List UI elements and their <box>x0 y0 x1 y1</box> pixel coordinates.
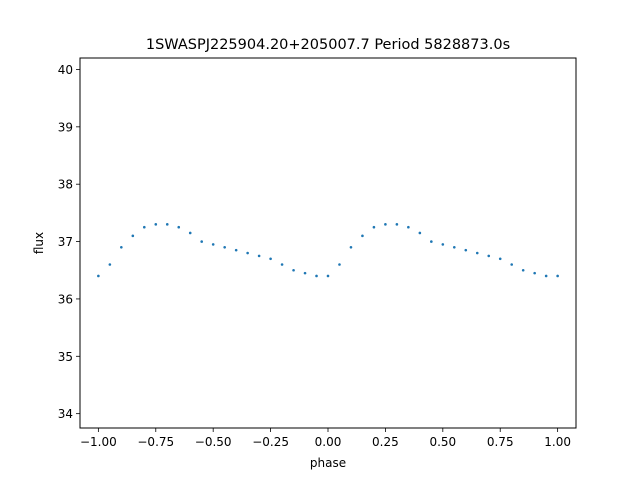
x-tick-label: 0.00 <box>315 435 342 449</box>
data-point <box>533 271 536 275</box>
data-point <box>303 271 307 275</box>
data-point <box>257 254 261 258</box>
data-point <box>430 240 433 243</box>
y-tick-label: 38 <box>58 178 73 192</box>
data-point <box>544 274 548 278</box>
data-point <box>464 248 468 252</box>
x-tick-label: 0.75 <box>487 435 514 449</box>
data-point <box>131 234 135 238</box>
x-tick-label: 1.00 <box>544 435 571 449</box>
data-point <box>97 274 100 278</box>
data-point <box>154 223 158 226</box>
data-points <box>97 223 559 278</box>
data-point <box>556 274 559 278</box>
data-point <box>177 225 181 229</box>
y-tick-label: 39 <box>58 120 73 134</box>
data-point <box>475 251 479 255</box>
data-point <box>211 243 215 246</box>
data-point <box>246 251 249 255</box>
data-point <box>395 223 399 226</box>
x-tick-label: 0.25 <box>372 435 399 449</box>
chart-title: 1SWASPJ225904.20+205007.7 Period 5828873… <box>146 37 510 53</box>
y-tick-label: 34 <box>58 407 73 421</box>
data-point <box>349 246 353 249</box>
data-point <box>315 274 318 278</box>
data-point <box>234 248 238 252</box>
data-point <box>338 263 341 266</box>
data-point <box>452 246 456 249</box>
y-tick-label: 36 <box>58 292 73 306</box>
data-point <box>510 263 514 266</box>
data-point <box>200 240 204 243</box>
y-axis-label: flux <box>32 232 46 254</box>
data-point <box>372 225 376 229</box>
x-tick-label: 0.50 <box>429 435 456 449</box>
data-point <box>120 246 123 249</box>
data-point <box>269 257 272 261</box>
y-tick-label: 40 <box>58 63 73 77</box>
data-point <box>223 246 226 249</box>
data-point <box>280 263 284 266</box>
y-tick-label: 35 <box>58 350 73 364</box>
data-point <box>441 243 445 246</box>
data-point <box>108 263 112 266</box>
data-point <box>188 231 192 235</box>
data-point <box>498 257 502 261</box>
data-point <box>165 223 169 226</box>
data-point <box>142 225 146 229</box>
x-axis-label: phase <box>310 456 346 470</box>
data-point <box>418 231 422 235</box>
data-point <box>292 268 295 272</box>
x-axis-ticks: −1.00 −0.75 −0.50 −0.25 0.00 0.25 0.50 0.75 1.00 <box>80 428 571 449</box>
x-tick-label: −0.25 <box>252 435 289 449</box>
data-point <box>521 268 525 272</box>
data-point <box>384 223 387 226</box>
data-point <box>361 234 364 238</box>
y-axis-ticks: 34 35 36 37 38 39 40 <box>58 63 80 421</box>
x-tick-label: −0.50 <box>195 435 232 449</box>
data-point <box>326 274 330 278</box>
x-tick-label: −0.75 <box>137 435 174 449</box>
data-point <box>487 254 491 258</box>
x-tick-label: −1.00 <box>80 435 117 449</box>
data-point <box>407 225 410 229</box>
y-tick-label: 37 <box>58 235 73 249</box>
